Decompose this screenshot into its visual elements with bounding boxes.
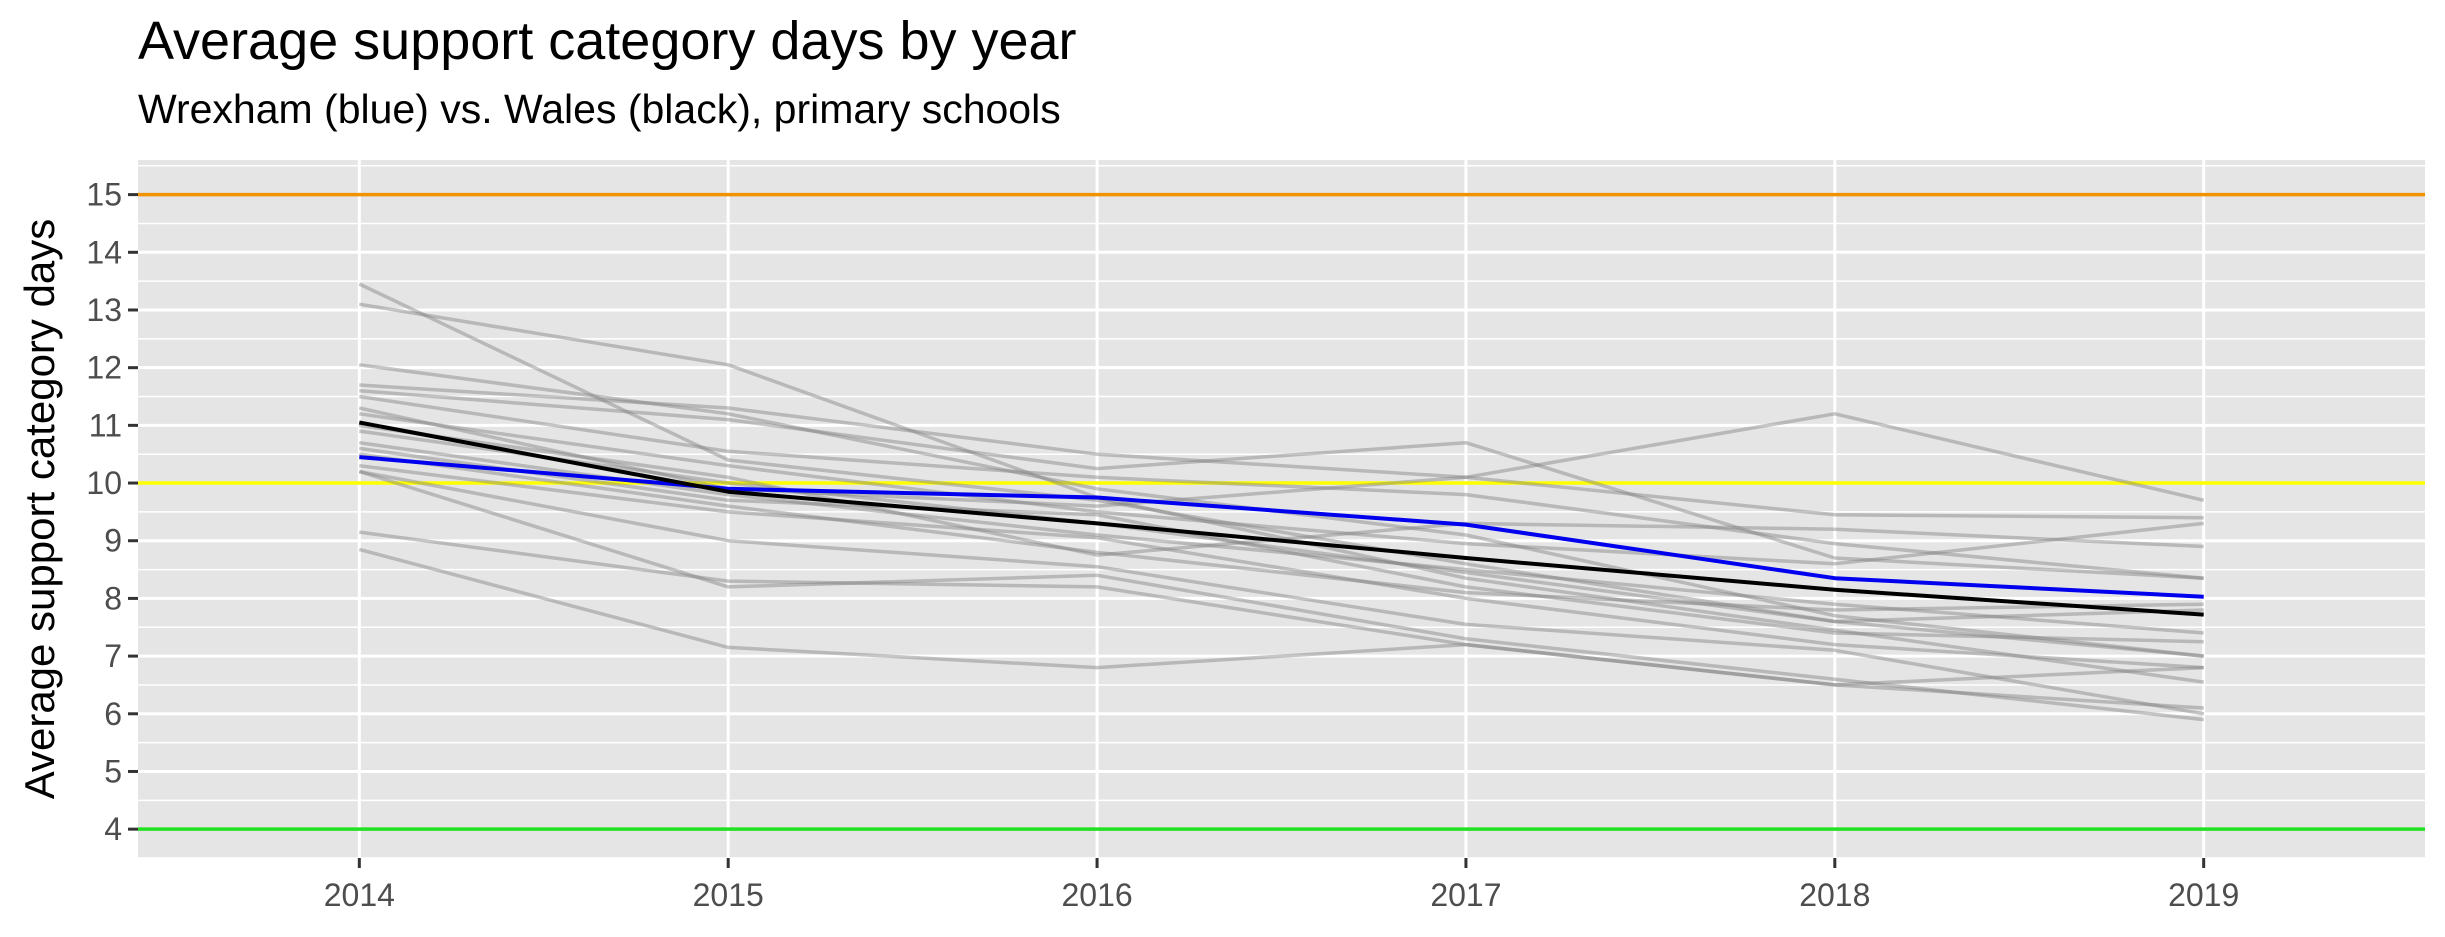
y-tick-label: 13 [86,292,122,328]
series-line [358,420,2204,617]
plot-panel [138,160,2425,858]
y-tick-label: 12 [86,350,122,386]
x-tick-label: 2014 [324,877,395,913]
y-tick-label: 8 [104,580,122,616]
y-tick-label: 4 [104,811,122,847]
background-series-line [359,388,2204,580]
highlight-series [358,420,2204,617]
y-tick-label: 6 [104,696,122,732]
y-tick-label: 14 [86,234,122,270]
x-tick-label: 2018 [1799,877,1870,913]
x-tick-label: 2019 [2168,877,2239,913]
series-line [359,455,2204,599]
background-series-line [358,406,2205,508]
background-series-line [358,547,2204,710]
background-series-line [359,530,2204,687]
y-tick-label: 5 [104,753,122,789]
background-series-line [359,383,2204,520]
y-tick-label: 7 [104,638,122,674]
x-tick-label: 2015 [693,877,764,913]
background-series-line [359,463,2204,670]
reference-lines [138,192,2425,831]
background-series-line [359,440,2204,635]
y-tick-label: 11 [89,407,122,443]
chart-title: Average support category days by year [138,11,1077,71]
y-axis-title: Average support category days [16,219,63,800]
y-tick-label: 9 [104,523,122,559]
y-tick-label: 10 [86,465,122,501]
x-axis: 2014 2015 2016 2017 2018 2019 [324,858,2239,913]
background-series-line [359,446,2204,644]
background-series-line [359,302,2204,684]
background-series-line [358,469,2204,716]
y-tick-label: 15 [86,177,122,213]
background-series-line [359,412,2204,566]
x-tick-label: 2016 [1061,877,1132,913]
background-series-line [359,429,2204,624]
background-series-line [358,469,2204,722]
x-tick-label: 2017 [1430,877,1501,913]
background-series-line [359,452,2204,612]
background-series-line [358,282,2204,658]
chart-subtitle: Wrexham (blue) vs. Wales (black), primar… [138,86,1061,132]
background-series-line [359,394,2204,580]
y-axis: 4 5 6 7 8 9 10 11 12 13 14 15 [86,177,138,847]
